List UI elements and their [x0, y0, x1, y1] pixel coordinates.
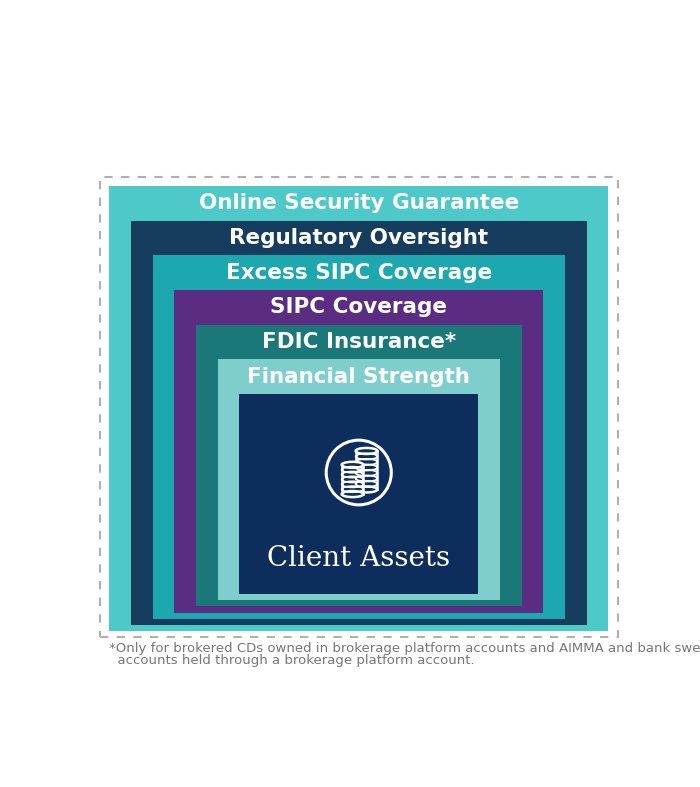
Ellipse shape	[356, 486, 377, 493]
Bar	[356, 451, 377, 490]
Bar	[153, 255, 565, 619]
Text: Online Security Guarantee: Online Security Guarantee	[199, 194, 519, 213]
Text: Financial Strength: Financial Strength	[247, 367, 470, 386]
Bar	[174, 290, 543, 612]
Ellipse shape	[342, 491, 363, 497]
Bar	[109, 186, 608, 631]
Text: Regulatory Oversight: Regulatory Oversight	[229, 228, 489, 248]
Bar	[218, 360, 500, 600]
Bar	[342, 465, 363, 494]
Text: *Only for brokered CDs owned in brokerage platform accounts and AIMMA and bank s: *Only for brokered CDs owned in brokerag…	[109, 642, 700, 656]
Text: FDIC Insurance*: FDIC Insurance*	[262, 332, 456, 352]
Bar	[196, 325, 522, 607]
Bar	[131, 220, 587, 625]
Ellipse shape	[342, 462, 363, 467]
Text: Excess SIPC Coverage: Excess SIPC Coverage	[225, 263, 492, 283]
Text: accounts held through a brokerage platform account.: accounts held through a brokerage platfo…	[109, 654, 475, 667]
Ellipse shape	[356, 448, 377, 454]
Bar	[100, 177, 617, 637]
Text: SIPC Coverage: SIPC Coverage	[270, 297, 447, 317]
Bar	[239, 394, 478, 594]
Text: Client Assets: Client Assets	[267, 545, 450, 571]
